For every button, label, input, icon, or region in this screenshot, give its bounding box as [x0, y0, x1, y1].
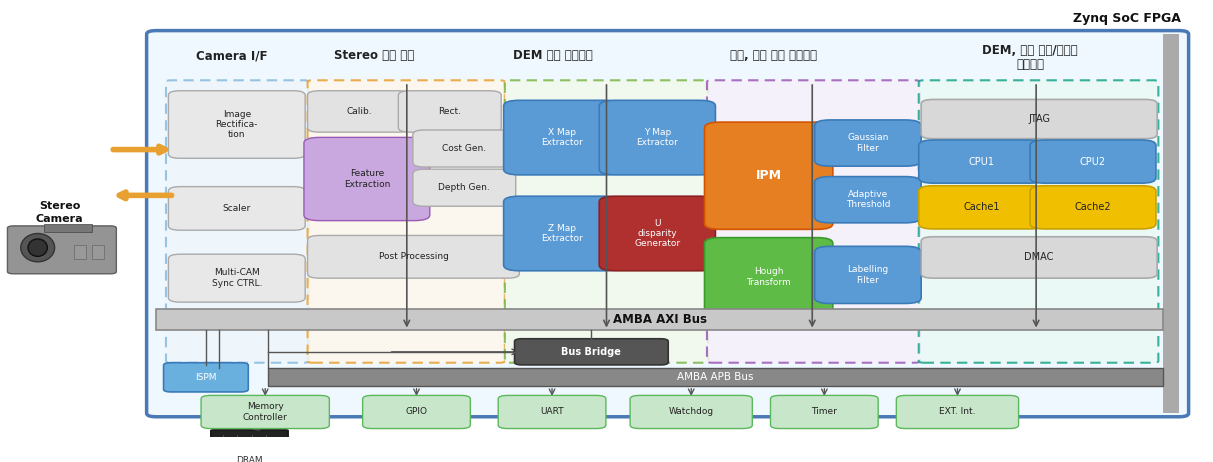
FancyBboxPatch shape	[921, 99, 1157, 139]
FancyBboxPatch shape	[770, 395, 878, 429]
FancyBboxPatch shape	[169, 91, 306, 158]
Bar	[156, 309, 1163, 330]
Ellipse shape	[21, 233, 55, 262]
FancyBboxPatch shape	[918, 80, 1158, 363]
FancyBboxPatch shape	[514, 339, 668, 365]
FancyBboxPatch shape	[363, 395, 471, 429]
Text: 차선, 곡률 검출 가속엔진: 차선, 곡률 검출 가속엔진	[730, 49, 818, 62]
Text: Scaler: Scaler	[223, 204, 251, 213]
Text: Y Map
Extractor: Y Map Extractor	[637, 128, 678, 147]
Text: Labelling
Filter: Labelling Filter	[848, 265, 889, 285]
FancyBboxPatch shape	[7, 226, 116, 274]
Text: Camera: Camera	[35, 214, 84, 225]
Text: EXT. Int.: EXT. Int.	[939, 407, 975, 416]
FancyBboxPatch shape	[599, 196, 716, 271]
Bar	[92, 245, 104, 259]
FancyBboxPatch shape	[304, 137, 429, 221]
Text: Cache1: Cache1	[963, 202, 1000, 213]
Text: Cache2: Cache2	[1075, 202, 1111, 213]
FancyBboxPatch shape	[412, 130, 516, 167]
FancyBboxPatch shape	[918, 140, 1044, 183]
Text: JTAG: JTAG	[1029, 114, 1050, 124]
Text: Cost Gen.: Cost Gen.	[443, 144, 486, 153]
FancyBboxPatch shape	[918, 186, 1044, 229]
FancyBboxPatch shape	[815, 176, 921, 223]
Text: Zynq SoC FPGA: Zynq SoC FPGA	[1074, 12, 1181, 25]
FancyBboxPatch shape	[398, 91, 501, 132]
Text: Z Map
Extractor: Z Map Extractor	[541, 224, 582, 243]
FancyBboxPatch shape	[503, 196, 620, 271]
Text: IPM: IPM	[756, 169, 781, 182]
FancyBboxPatch shape	[164, 363, 249, 392]
Text: Depth Gen.: Depth Gen.	[438, 183, 490, 192]
Text: AMBA AXI Bus: AMBA AXI Bus	[613, 313, 707, 326]
FancyBboxPatch shape	[308, 236, 519, 278]
Text: Adaptive
Threshold: Adaptive Threshold	[845, 190, 890, 209]
Text: Hough
Transform: Hough Transform	[746, 267, 791, 287]
FancyBboxPatch shape	[308, 91, 410, 132]
Text: DEM, 곡률 연산/제어용: DEM, 곡률 연산/제어용	[983, 44, 1078, 57]
Text: DRAM: DRAM	[237, 456, 263, 462]
Text: Memory
Controller: Memory Controller	[243, 402, 287, 422]
Ellipse shape	[28, 239, 47, 256]
Text: CPU1: CPU1	[969, 157, 995, 167]
Text: X Map
Extractor: X Map Extractor	[541, 128, 582, 147]
Text: 프로세서: 프로세서	[1016, 58, 1044, 71]
Text: Bus Bridge: Bus Bridge	[562, 347, 621, 357]
Text: Rect.: Rect.	[438, 107, 461, 116]
FancyBboxPatch shape	[896, 395, 1019, 429]
Bar	[44, 224, 92, 232]
FancyBboxPatch shape	[211, 430, 289, 458]
Text: Camera I/F: Camera I/F	[195, 49, 267, 62]
Text: DEM 추출 가속엔진: DEM 추출 가속엔진	[513, 49, 593, 62]
Text: Post Processing: Post Processing	[378, 252, 449, 261]
Text: Stereo: Stereo	[39, 201, 80, 211]
FancyBboxPatch shape	[166, 80, 309, 363]
Text: Image
Rectifica-
tion: Image Rectifica- tion	[216, 109, 258, 140]
FancyBboxPatch shape	[169, 254, 306, 302]
Text: Stereo 가속 엔진: Stereo 가속 엔진	[334, 49, 415, 62]
Text: ISPM: ISPM	[195, 373, 217, 382]
Text: DMAC: DMAC	[1025, 252, 1054, 262]
Text: Watchdog: Watchdog	[668, 407, 713, 416]
FancyBboxPatch shape	[707, 80, 919, 363]
FancyBboxPatch shape	[705, 122, 833, 229]
Text: GPIO: GPIO	[405, 407, 427, 416]
FancyBboxPatch shape	[599, 100, 716, 175]
FancyBboxPatch shape	[503, 100, 620, 175]
Text: Calib.: Calib.	[346, 107, 372, 116]
FancyBboxPatch shape	[499, 395, 606, 429]
Text: AMBA APB Bus: AMBA APB Bus	[677, 371, 753, 382]
FancyBboxPatch shape	[705, 237, 833, 316]
FancyBboxPatch shape	[308, 80, 505, 363]
Bar	[1163, 34, 1179, 413]
FancyBboxPatch shape	[147, 30, 1189, 417]
FancyBboxPatch shape	[921, 237, 1157, 278]
FancyBboxPatch shape	[412, 169, 516, 206]
FancyBboxPatch shape	[630, 395, 752, 429]
Bar	[74, 245, 86, 259]
Text: Feature
Extraction: Feature Extraction	[343, 169, 391, 188]
Text: Gaussian
Filter: Gaussian Filter	[847, 134, 889, 153]
Bar	[268, 367, 1163, 386]
FancyBboxPatch shape	[1030, 186, 1156, 229]
Text: Timer: Timer	[811, 407, 837, 416]
FancyBboxPatch shape	[815, 120, 921, 166]
FancyBboxPatch shape	[505, 80, 708, 363]
FancyBboxPatch shape	[169, 187, 306, 230]
Text: Multi-CAM
Sync CTRL.: Multi-CAM Sync CTRL.	[211, 268, 262, 288]
Text: UART: UART	[540, 407, 564, 416]
FancyBboxPatch shape	[1030, 140, 1156, 183]
Text: U
disparity
Generator: U disparity Generator	[634, 219, 680, 249]
FancyBboxPatch shape	[815, 246, 921, 304]
Text: CPU2: CPU2	[1080, 157, 1106, 167]
FancyBboxPatch shape	[201, 395, 330, 429]
